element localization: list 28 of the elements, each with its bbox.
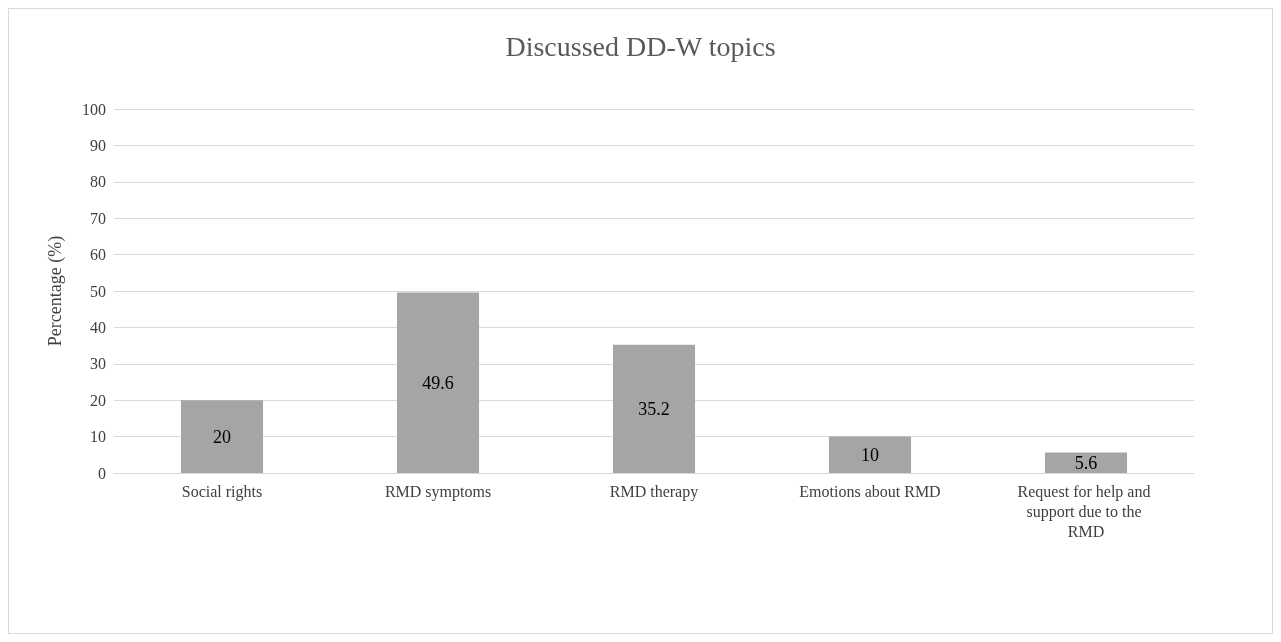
x-tick-label: Emotions about RMD	[799, 482, 941, 500]
data-label: 35.2	[638, 398, 670, 419]
x-tick-label: RMD symptoms	[384, 482, 492, 501]
bar	[828, 436, 912, 473]
y-tick-label: 100	[82, 100, 106, 118]
y-tick-label: 70	[90, 209, 106, 227]
chart-title: Discussed DD-W topics	[505, 30, 776, 62]
bar	[1044, 452, 1128, 473]
y-axis-title: Percentage (%)	[45, 235, 66, 347]
data-label: 10	[861, 444, 879, 465]
y-tick-label: 50	[90, 282, 106, 300]
bar	[396, 292, 480, 473]
data-label: 5.6	[1074, 452, 1098, 473]
x-tick-label: Request for help and support due to the RMD	[1017, 482, 1155, 540]
bar	[180, 400, 264, 473]
data-label: 49.6	[422, 372, 454, 393]
y-tick-label: 90	[90, 136, 106, 154]
data-label: 20	[213, 426, 231, 447]
x-tick-label: Social rights	[181, 482, 263, 501]
bar	[612, 344, 696, 473]
y-tick-label: 20	[90, 391, 106, 409]
y-tick-label: 80	[90, 173, 106, 191]
y-tick-label: 0	[98, 464, 106, 482]
y-tick-label: 40	[90, 318, 106, 336]
y-tick-label: 60	[90, 246, 106, 264]
y-tick-label: 10	[90, 428, 106, 446]
x-tick-label: RMD therapy	[609, 482, 699, 501]
y-tick-label: 30	[90, 355, 106, 373]
